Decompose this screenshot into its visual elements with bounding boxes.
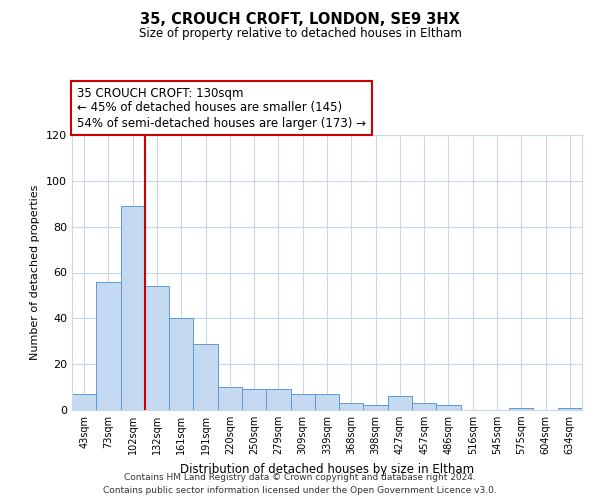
Text: 35 CROUCH CROFT: 130sqm
← 45% of detached houses are smaller (145)
54% of semi-d: 35 CROUCH CROFT: 130sqm ← 45% of detache…: [77, 86, 366, 130]
Bar: [242, 390, 266, 410]
Text: Size of property relative to detached houses in Eltham: Size of property relative to detached ho…: [139, 28, 461, 40]
Bar: [339, 403, 364, 410]
Bar: [145, 286, 169, 410]
Bar: [436, 406, 461, 410]
Bar: [509, 408, 533, 410]
Bar: [558, 408, 582, 410]
Bar: [121, 206, 145, 410]
Text: Contains HM Land Registry data © Crown copyright and database right 2024.: Contains HM Land Registry data © Crown c…: [124, 474, 476, 482]
Bar: [412, 403, 436, 410]
Y-axis label: Number of detached properties: Number of detached properties: [31, 185, 40, 360]
Bar: [169, 318, 193, 410]
Bar: [364, 406, 388, 410]
X-axis label: Distribution of detached houses by size in Eltham: Distribution of detached houses by size …: [180, 462, 474, 475]
Bar: [315, 394, 339, 410]
Bar: [388, 396, 412, 410]
Bar: [72, 394, 96, 410]
Bar: [193, 344, 218, 410]
Bar: [290, 394, 315, 410]
Bar: [218, 387, 242, 410]
Bar: [96, 282, 121, 410]
Text: Contains public sector information licensed under the Open Government Licence v3: Contains public sector information licen…: [103, 486, 497, 495]
Text: 35, CROUCH CROFT, LONDON, SE9 3HX: 35, CROUCH CROFT, LONDON, SE9 3HX: [140, 12, 460, 28]
Bar: [266, 390, 290, 410]
